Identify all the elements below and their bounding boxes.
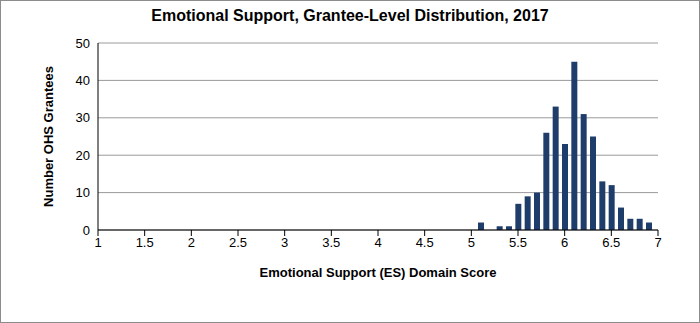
svg-text:1.5: 1.5 [136, 235, 154, 250]
svg-text:5.5: 5.5 [509, 235, 527, 250]
svg-text:50: 50 [76, 36, 90, 51]
html-text:Emotional Support, Grantee-Lev: Emotional Support, Grantee-Level Distrib… [151, 7, 549, 24]
svg-text:7: 7 [654, 235, 661, 250]
svg-text:Emotional Support (ES) Domain: Emotional Support (ES) Domain Score [260, 265, 497, 280]
svg-text:30: 30 [76, 110, 90, 125]
svg-text:Number OHS Grantees: Number OHS Grantees [41, 66, 56, 207]
svg-text:2.5: 2.5 [229, 235, 247, 250]
svg-text:3: 3 [281, 235, 288, 250]
svg-text:1: 1 [94, 235, 101, 250]
svg-text:4.5: 4.5 [416, 235, 434, 250]
svg-text:3.5: 3.5 [322, 235, 340, 250]
svg-text:40: 40 [76, 73, 90, 88]
svg-text:6: 6 [561, 235, 568, 250]
svg-text:2: 2 [188, 235, 195, 250]
svg-text:10: 10 [76, 185, 90, 200]
svg-text:4: 4 [374, 235, 381, 250]
svg-text:6.5: 6.5 [602, 235, 620, 250]
svg-text:20: 20 [76, 148, 90, 163]
svg-text:5: 5 [468, 235, 475, 250]
svg-text:0: 0 [83, 223, 90, 238]
